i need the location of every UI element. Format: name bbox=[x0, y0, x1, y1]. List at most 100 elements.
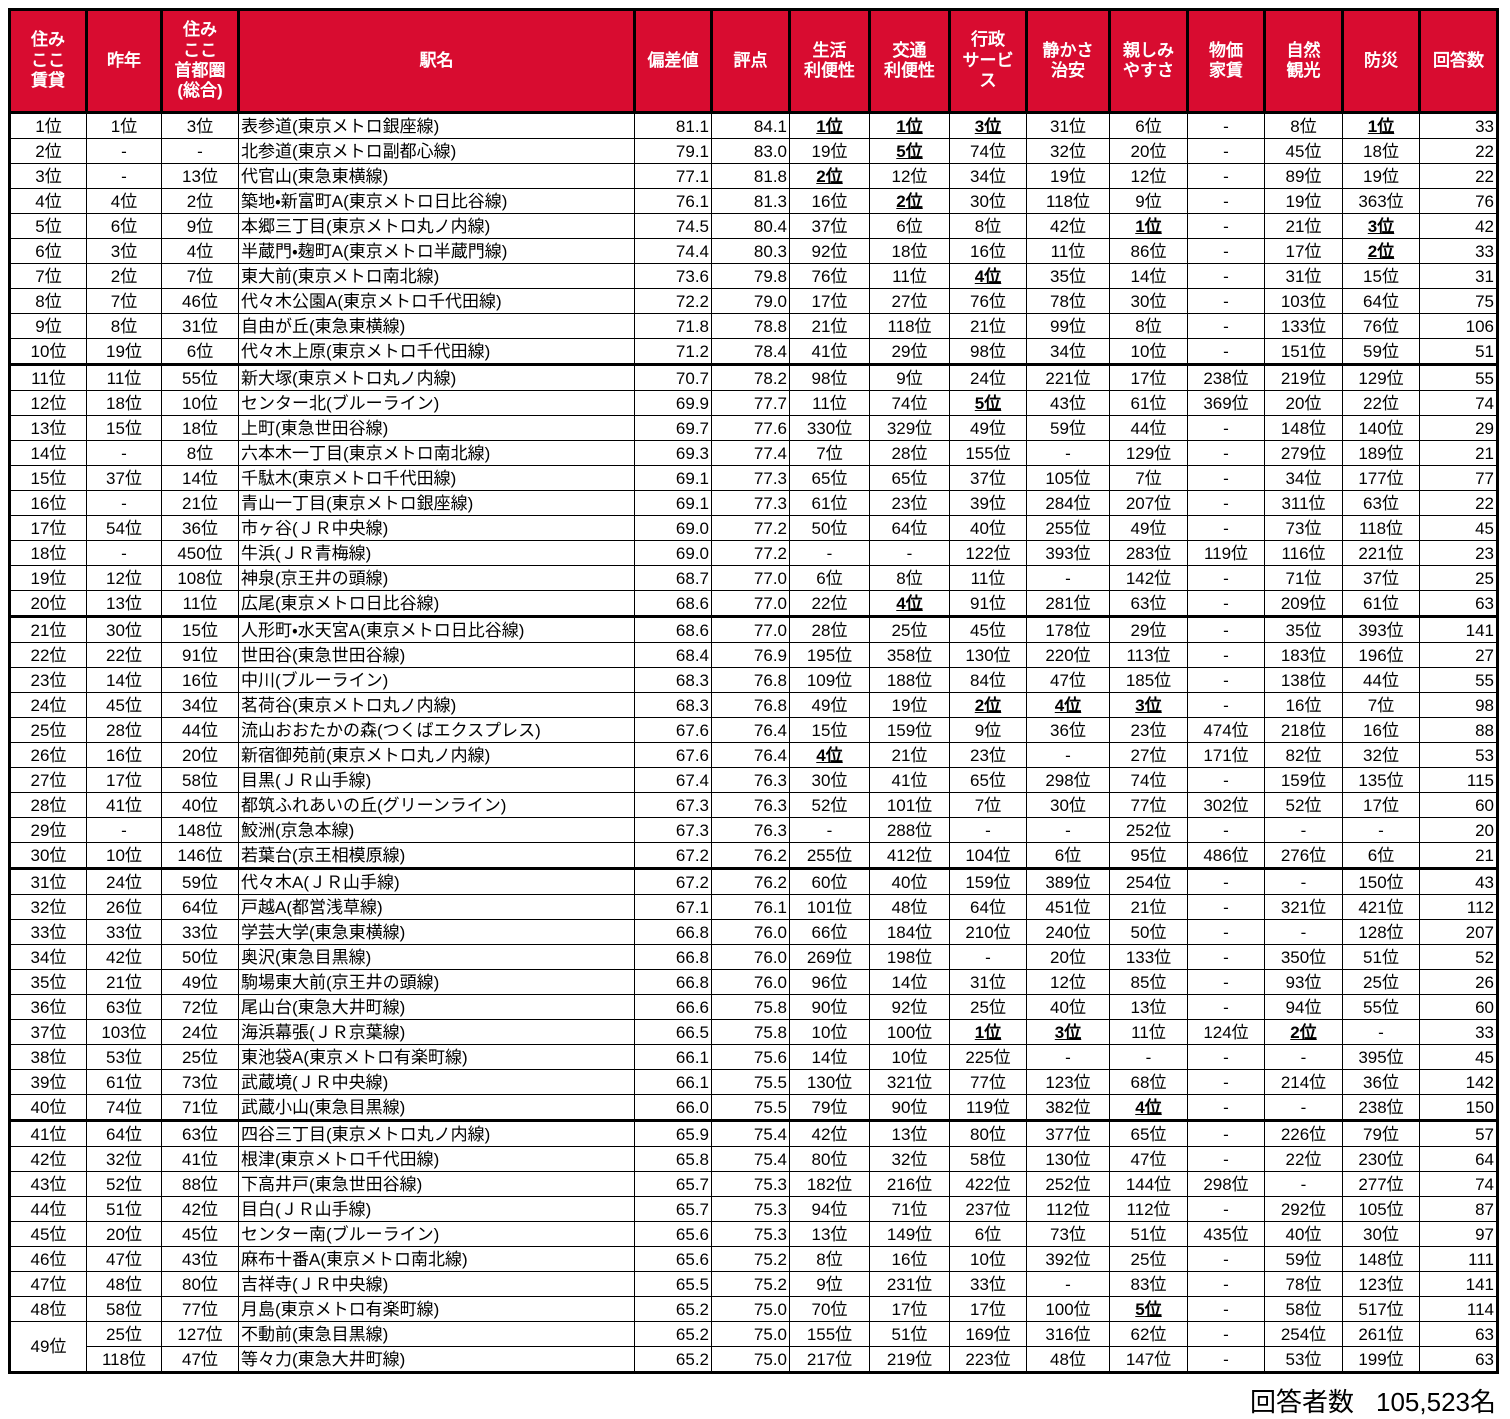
score-cell: 77.2 bbox=[711, 540, 790, 566]
transport-convenience-cell: 6位 bbox=[869, 213, 950, 239]
quietness-safety-cell: 78位 bbox=[1026, 288, 1110, 314]
quietness-safety-cell: 3位 bbox=[1026, 1019, 1110, 1045]
col-header-deviation: 偏差値 bbox=[633, 8, 713, 114]
disaster-prevention-cell: 123位 bbox=[1342, 1271, 1420, 1297]
responses-cell: 57 bbox=[1419, 1120, 1498, 1147]
deviation-cell: 65.7 bbox=[634, 1171, 712, 1197]
score-cell: 75.0 bbox=[711, 1346, 790, 1373]
price-rent-cell: - bbox=[1187, 138, 1265, 164]
life-convenience-cell: 14位 bbox=[789, 1044, 870, 1070]
nature-tourism-cell: 321位 bbox=[1264, 894, 1343, 920]
responses-cell: 77 bbox=[1419, 465, 1498, 491]
nature-tourism-cell: - bbox=[1264, 1094, 1343, 1122]
nature-tourism-cell: 35位 bbox=[1264, 616, 1343, 643]
metro-rank-cell: 24位 bbox=[161, 1019, 239, 1045]
friendliness-cell: 8位 bbox=[1109, 313, 1188, 339]
life-convenience-cell: 330位 bbox=[789, 415, 870, 441]
table-row: 31位 24位 59位 代々木A(ＪＲ山手線) 67.2 76.2 60位 40位 159位 38… bbox=[9, 868, 1498, 895]
admin-service-cell: 98位 bbox=[949, 338, 1027, 366]
last-year-cell: 22位 bbox=[86, 642, 162, 668]
metro-rank-cell: 41位 bbox=[161, 1146, 239, 1172]
nature-tourism-cell: 73位 bbox=[1264, 515, 1343, 541]
last-year-cell: 41位 bbox=[86, 792, 162, 818]
table-row: 43位 52位 88位 下高井戸(東急世田谷線) 65.7 75.3 182位 216位 422… bbox=[9, 1171, 1498, 1197]
transport-convenience-cell: 51位 bbox=[869, 1321, 950, 1347]
nature-tourism-cell: 19位 bbox=[1264, 188, 1343, 214]
metro-rank-cell: 4位 bbox=[161, 238, 239, 264]
transport-convenience-cell: 74位 bbox=[869, 390, 950, 416]
rank-cell: 13位 bbox=[9, 415, 87, 441]
price-rent-cell: - bbox=[1187, 465, 1265, 491]
station-name-cell: 海浜幕張(ＪＲ京葉線) bbox=[238, 1019, 635, 1045]
disaster-prevention-cell: 128位 bbox=[1342, 919, 1420, 945]
table-row: 2位 - - 北参道(東京メトロ副都心線) 79.1 83.0 19位 5位 74位 32位 20位… bbox=[9, 138, 1498, 164]
quietness-safety-cell: - bbox=[1026, 817, 1110, 843]
admin-service-cell: 34位 bbox=[949, 163, 1027, 189]
transport-convenience-cell: 12位 bbox=[869, 163, 950, 189]
responses-cell: 26 bbox=[1419, 969, 1498, 995]
price-rent-cell: - bbox=[1187, 515, 1265, 541]
friendliness-cell: 9位 bbox=[1109, 188, 1188, 214]
score-cell: 75.3 bbox=[711, 1196, 790, 1222]
admin-service-cell: 25位 bbox=[949, 994, 1027, 1020]
last-year-cell: - bbox=[86, 163, 162, 189]
friendliness-cell: 63位 bbox=[1109, 590, 1188, 618]
station-name-cell: 新大塚(東京メトロ丸ノ内線) bbox=[238, 364, 635, 391]
respondents-value: 105,523名 bbox=[1376, 1387, 1496, 1417]
price-rent-cell: - bbox=[1187, 288, 1265, 314]
friendliness-cell: 13位 bbox=[1109, 994, 1188, 1020]
disaster-prevention-cell: 25位 bbox=[1342, 969, 1420, 995]
station-name-cell: 奥沢(東急目黒線) bbox=[238, 944, 635, 970]
score-cell: 75.8 bbox=[711, 1019, 790, 1045]
metro-rank-cell: 73位 bbox=[161, 1069, 239, 1095]
rank-cell: 33位 bbox=[9, 919, 87, 945]
life-convenience-cell: 28位 bbox=[789, 616, 870, 643]
life-convenience-cell: 96位 bbox=[789, 969, 870, 995]
transport-convenience-cell: 1位 bbox=[869, 112, 950, 139]
table-row: 30位 10位 146位 若葉台(京王相模原線) 67.2 76.2 255位 412位 104… bbox=[9, 842, 1498, 870]
metro-rank-cell: 16位 bbox=[161, 667, 239, 693]
score-cell: 76.3 bbox=[711, 767, 790, 793]
score-cell: 81.3 bbox=[711, 188, 790, 214]
disaster-prevention-cell: 64位 bbox=[1342, 288, 1420, 314]
col-header-rank: 住み ここ 賃貸 bbox=[8, 8, 88, 114]
rank-cell: 31位 bbox=[9, 868, 87, 895]
deviation-cell: 68.6 bbox=[634, 590, 712, 618]
rank-cell: 8位 bbox=[9, 288, 87, 314]
last-year-cell: 2位 bbox=[86, 263, 162, 289]
nature-tourism-cell: 116位 bbox=[1264, 540, 1343, 566]
table-row: 21位 30位 15位 人形町・水天宮A(東京メトロ日比谷線) 68.6 77.0 28位 2… bbox=[9, 616, 1498, 643]
score-cell: 75.5 bbox=[711, 1069, 790, 1095]
responses-cell: 74 bbox=[1419, 1171, 1498, 1197]
metro-rank-cell: 127位 bbox=[161, 1321, 239, 1347]
disaster-prevention-cell: 393位 bbox=[1342, 616, 1420, 643]
price-rent-cell: 298位 bbox=[1187, 1171, 1265, 1197]
responses-cell: 21 bbox=[1419, 440, 1498, 466]
rank-cell: 5位 bbox=[9, 213, 87, 239]
friendliness-cell: 68位 bbox=[1109, 1069, 1188, 1095]
nature-tourism-cell: 20位 bbox=[1264, 390, 1343, 416]
life-convenience-cell: 182位 bbox=[789, 1171, 870, 1197]
deviation-cell: 65.2 bbox=[634, 1296, 712, 1322]
metro-rank-cell: 91位 bbox=[161, 642, 239, 668]
station-name-cell: 戸越A(都営浅草線) bbox=[238, 894, 635, 920]
admin-service-cell: 77位 bbox=[949, 1069, 1027, 1095]
table-header: 住み ここ 賃貸 昨年 住み ここ 首都圏 (総合) 駅名 偏差値 評点 生活 利便性 交通 … bbox=[8, 8, 1499, 114]
responses-cell: 111 bbox=[1419, 1246, 1498, 1272]
deviation-cell: 65.9 bbox=[634, 1120, 712, 1147]
quietness-safety-cell: 48位 bbox=[1026, 1346, 1110, 1373]
rank-cell: 25位 bbox=[9, 717, 87, 743]
deviation-cell: 66.0 bbox=[634, 1094, 712, 1122]
last-year-cell: 12位 bbox=[86, 565, 162, 591]
nature-tourism-cell: 219位 bbox=[1264, 364, 1343, 391]
admin-service-cell: 9位 bbox=[949, 717, 1027, 743]
transport-convenience-cell: 288位 bbox=[869, 817, 950, 843]
responses-cell: 22 bbox=[1419, 138, 1498, 164]
life-convenience-cell: 6位 bbox=[789, 565, 870, 591]
quietness-safety-cell: 47位 bbox=[1026, 667, 1110, 693]
friendliness-cell: 17位 bbox=[1109, 364, 1188, 391]
nature-tourism-cell: 16位 bbox=[1264, 692, 1343, 718]
friendliness-cell: 254位 bbox=[1109, 868, 1188, 895]
last-year-cell: 26位 bbox=[86, 894, 162, 920]
friendliness-cell: 133位 bbox=[1109, 944, 1188, 970]
